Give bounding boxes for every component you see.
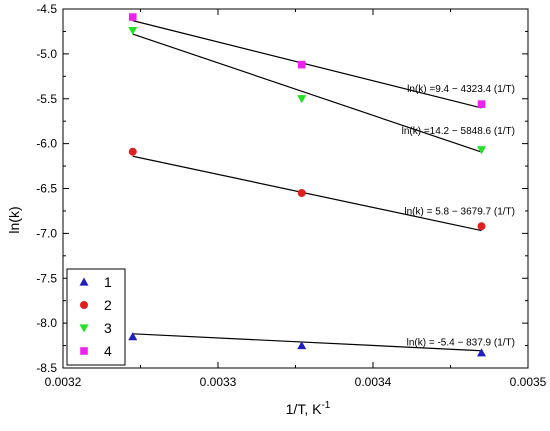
fit-line-series-3	[132, 33, 482, 153]
legend-marker-series-3	[79, 324, 89, 333]
y-tick-label: -4.5	[36, 2, 57, 16]
x-tick-label: 0.0032	[45, 375, 82, 389]
legend-marker-series-1	[79, 277, 89, 286]
legend-marker-series-4	[80, 347, 88, 355]
legend-label-series-2: 2	[104, 297, 112, 313]
y-tick-label: -5.5	[36, 92, 57, 106]
y-tick-label: -7.5	[36, 271, 57, 285]
x-tick-label: 0.0035	[510, 375, 547, 389]
x-tick-label: 0.0034	[355, 375, 392, 389]
data-points-layer	[128, 13, 486, 357]
data-point-series-4	[128, 13, 137, 21]
legend: 1 2 3 4	[66, 268, 126, 366]
data-point-series-1	[297, 341, 307, 350]
fit-line-series-4	[132, 20, 482, 109]
data-point-series-1	[477, 348, 486, 357]
legend-marker-series-2	[80, 301, 88, 309]
data-point-series-4	[477, 100, 486, 108]
fit-equation-series-3: ln(k) =14.2 − 5848.6 (1/T)	[402, 126, 515, 137]
equation-labels-layer: ln(k) = -5.4 − 837.9 (1/T) ln(k) = 5.8 − …	[402, 84, 515, 349]
fit-equation-series-1: ln(k) = -5.4 − 837.9 (1/T)	[407, 338, 515, 349]
fit-equation-series-4: ln(k) =9.4 − 4323.4 (1/T)	[407, 84, 515, 95]
legend-label-series-1: 1	[104, 274, 112, 290]
fit-equation-series-2: ln(k) = 5.8 − 3679.7 (1/T)	[404, 207, 515, 218]
y-tick-label: -5.0	[36, 47, 57, 61]
data-point-series-4	[297, 60, 306, 69]
plot-frame	[62, 8, 529, 369]
data-point-series-3	[297, 95, 307, 104]
y-tick-label: -8.5	[36, 361, 57, 375]
data-point-series-2	[477, 222, 486, 231]
data-point-series-3	[128, 26, 138, 36]
fit-line-series-2	[132, 155, 482, 232]
x-tick-label: 0.0033	[200, 375, 237, 389]
y-tick-label: -6.0	[36, 137, 57, 151]
legend-label-series-4: 4	[104, 343, 112, 359]
x-axis-title-main: 1/T, K	[286, 401, 322, 417]
data-point-series-2	[297, 188, 306, 197]
axes-layer: 0.0032 0.0033 0.0034 0.0035 -4.5 -5.0 -5.5 -6.0…	[36, 2, 546, 389]
data-point-series-2	[128, 147, 137, 156]
y-axis-title: ln(k)	[6, 206, 22, 233]
data-point-series-3	[477, 146, 486, 155]
legend-label-series-3: 3	[104, 320, 112, 336]
fit-line-series-1	[132, 333, 482, 352]
legend-box	[66, 268, 126, 366]
x-axis-title-superscript: -1	[321, 400, 330, 411]
y-tick-label: -6.5	[36, 182, 57, 196]
y-tick-label: -8.0	[36, 316, 57, 330]
y-tick-label: -7.0	[36, 226, 57, 240]
fit-lines-layer	[132, 20, 482, 352]
data-point-series-1	[128, 332, 138, 341]
x-axis-title: 1/T, K-1	[286, 400, 331, 417]
